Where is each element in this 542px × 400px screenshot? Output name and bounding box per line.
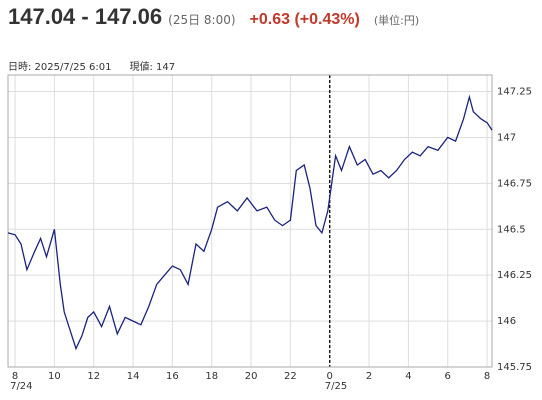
x-tick-label: 16 [166, 371, 179, 382]
info-time: 日時: 2025/7/25 6:01 [8, 62, 112, 73]
date-label: 7/25 [325, 381, 347, 392]
y-tick-label: 146.25 [497, 270, 532, 281]
x-tick-label: 6 [445, 371, 451, 382]
y-tick-label: 146.5 [497, 224, 526, 235]
header: 147.04 - 147.06 (25日 8:00) +0.63 (+0.43%) (… [8, 4, 419, 30]
x-tick-label: 18 [205, 371, 218, 382]
y-tick-label: 147.25 [497, 87, 532, 98]
x-tick-label: 8 [484, 371, 490, 382]
x-tick-label: 2 [366, 371, 372, 382]
x-tick-label: 4 [405, 371, 411, 382]
price-line [7, 94, 493, 351]
info: 日時: 2025/7/25 6:01 現値: 147 [8, 58, 175, 73]
date-label: 7/24 [10, 381, 32, 392]
y-tick-label: 145.75 [497, 362, 532, 373]
y-tick-label: 146 [497, 316, 516, 327]
x-tick-label: 20 [245, 371, 258, 382]
x-tick-label: 14 [127, 371, 140, 382]
plot-border [7, 74, 493, 368]
info-value: 現値: 147 [129, 62, 176, 73]
x-tick-label: 10 [48, 371, 61, 382]
y-tick-label: 147 [497, 132, 516, 143]
price: 147.04 - 147.06 [8, 4, 163, 29]
unit: (単位:円) [373, 14, 420, 27]
x-tick-label: 22 [284, 371, 297, 382]
change: +0.63 (+0.43%) [249, 11, 360, 28]
y-tick-label: 146.75 [497, 178, 532, 189]
time: (25日 8:00) [168, 13, 236, 27]
x-tick-label: 12 [87, 371, 100, 382]
x-tick-label: 0 [327, 371, 333, 382]
x-tick-label: 8 [12, 371, 18, 382]
